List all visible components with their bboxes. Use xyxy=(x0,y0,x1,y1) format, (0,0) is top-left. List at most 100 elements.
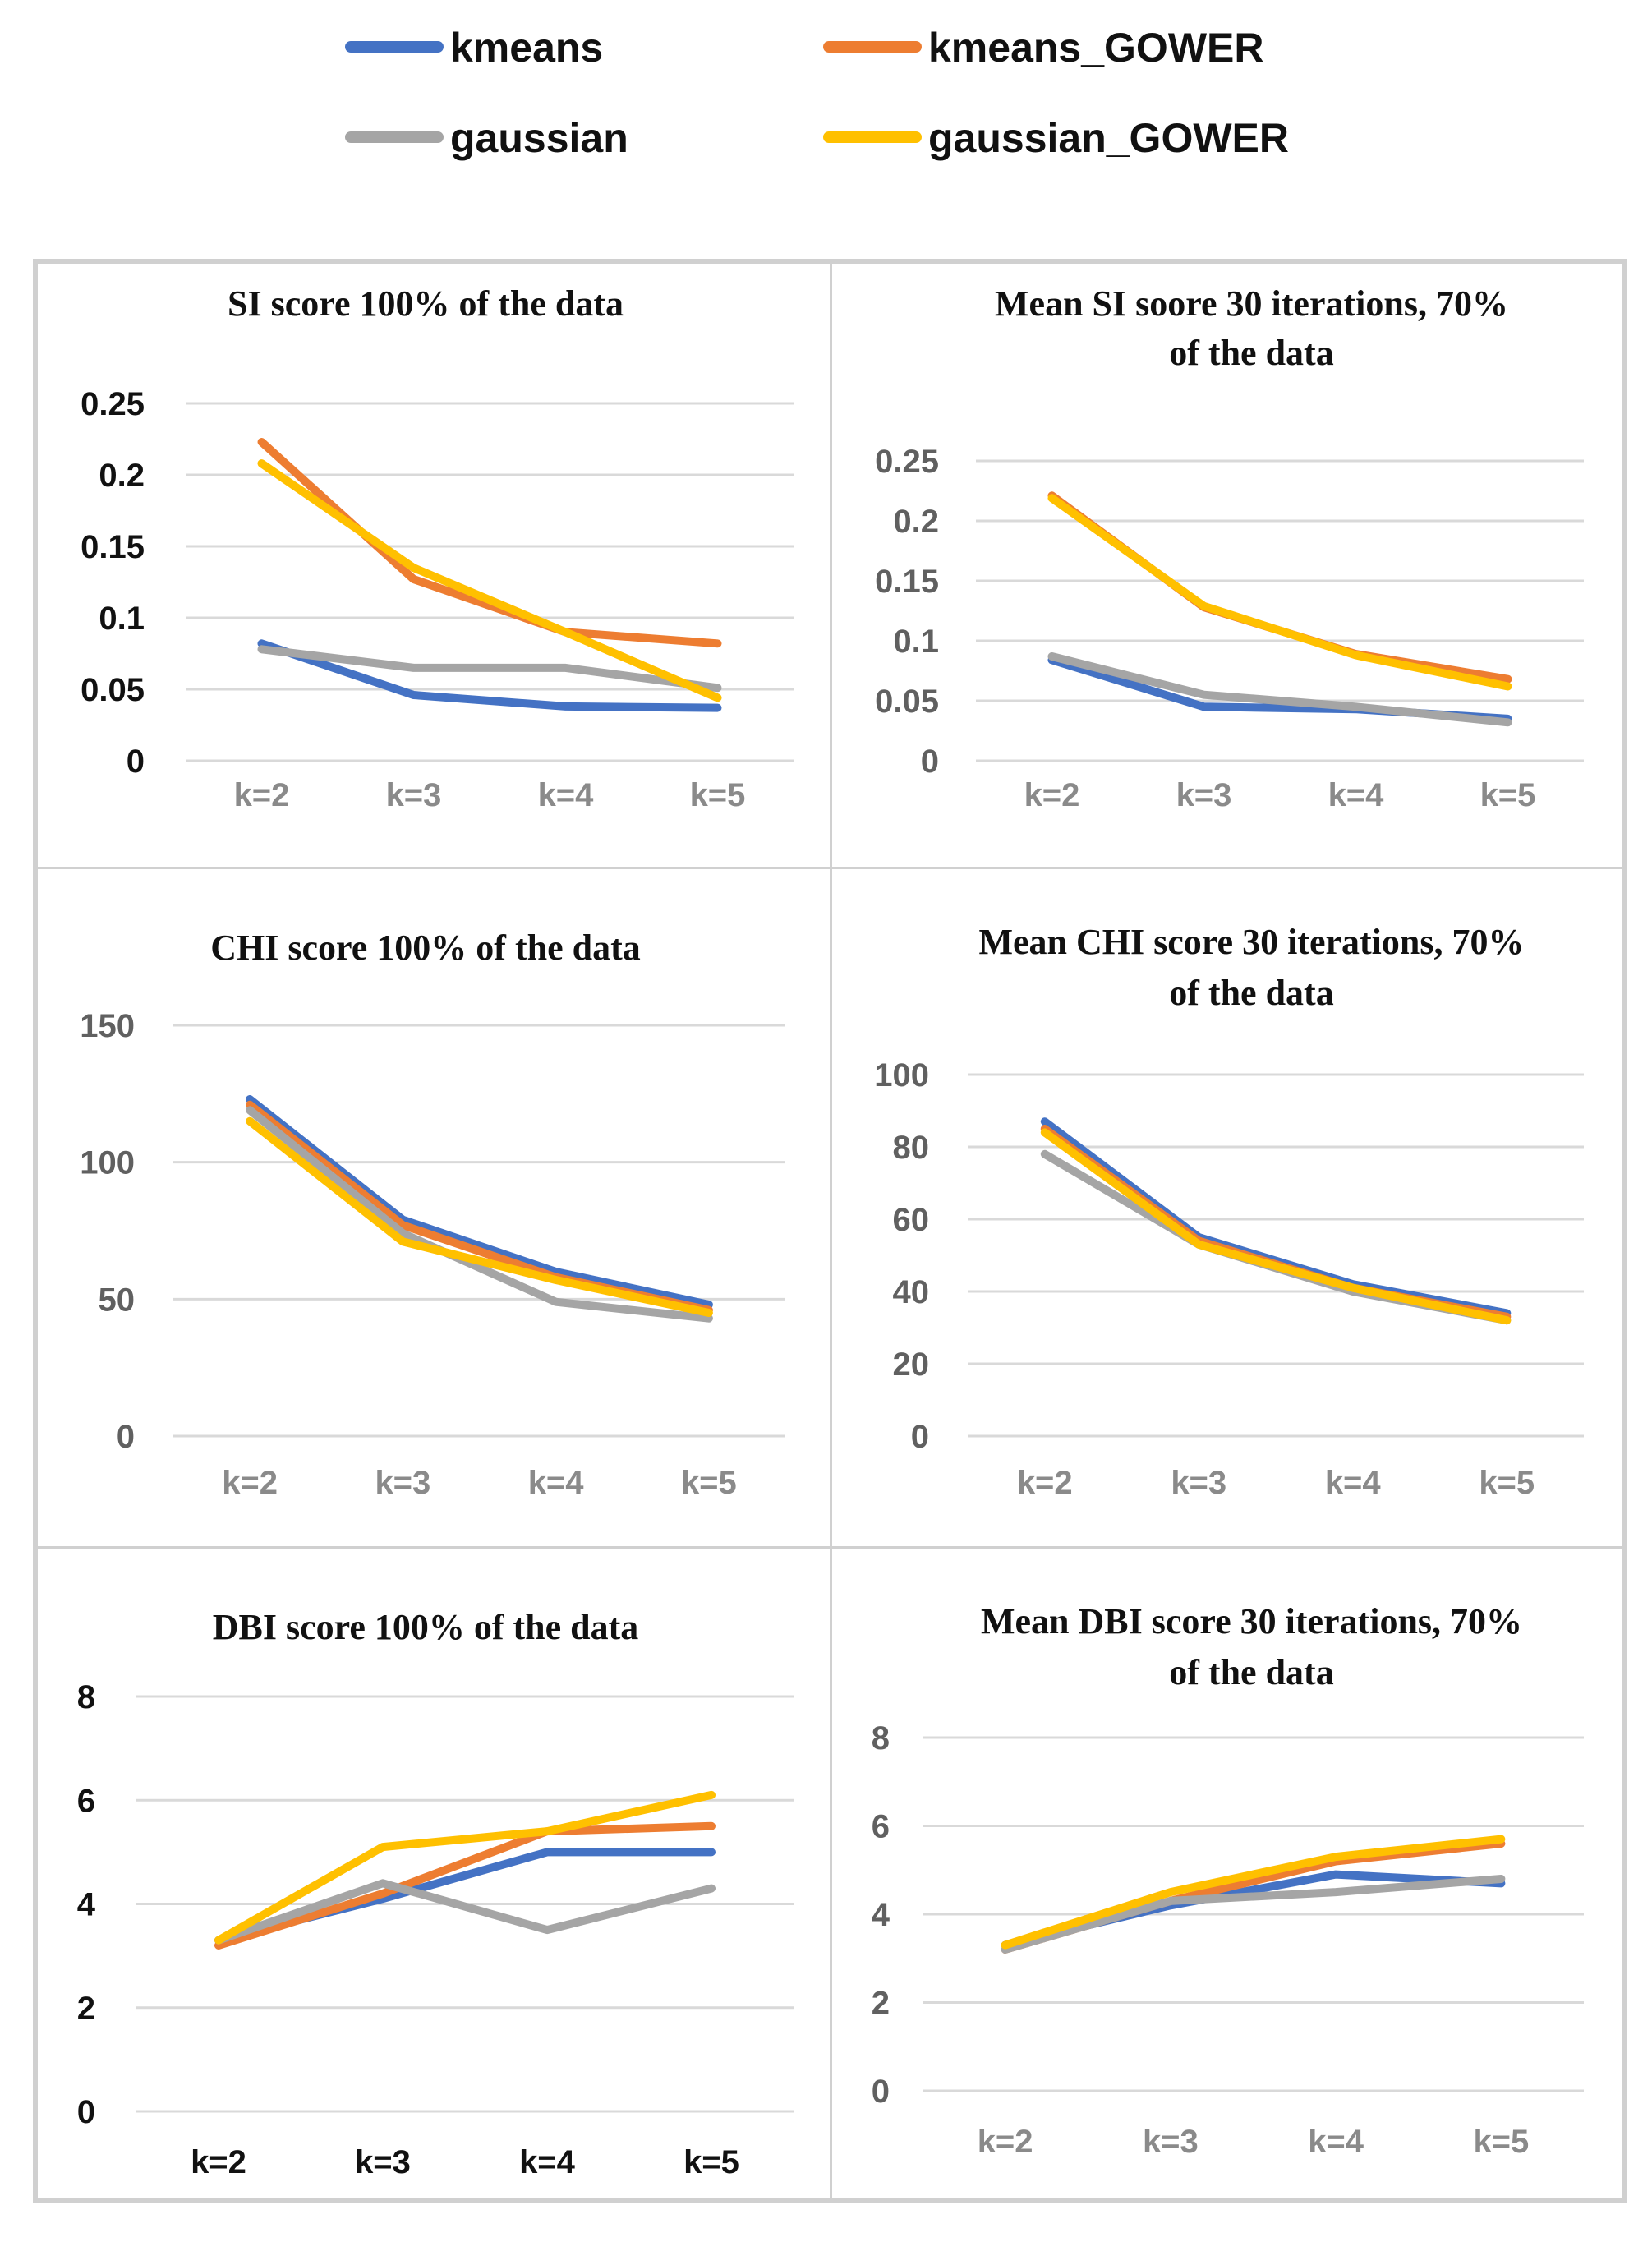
y-tick-label: 60 xyxy=(893,1202,930,1238)
y-tick-label: 0.05 xyxy=(81,672,145,708)
x-tick-label: k=5 xyxy=(681,1465,737,1501)
x-tick-label: k=2 xyxy=(222,1465,278,1501)
y-tick-label: 0.1 xyxy=(99,601,145,637)
legend-swatch-kmeans xyxy=(345,41,444,53)
series-line-kmeans xyxy=(257,639,722,712)
series-line-gaussian-gower xyxy=(257,459,722,702)
x-tick-label: k=3 xyxy=(1171,1465,1226,1501)
chart-title-line: of the data xyxy=(1169,1652,1333,1692)
legend-swatch-gaussian-gower xyxy=(823,131,922,143)
chart-panel-mean-dbi-score: Mean DBI score 30 iterations, 70% of the … xyxy=(830,1546,1624,2200)
y-tick-label: 0.15 xyxy=(875,564,939,600)
series-line-gaussian-gower xyxy=(214,1790,716,1945)
y-tick-label: 20 xyxy=(893,1347,930,1383)
x-tick-label: k=2 xyxy=(978,2124,1033,2160)
y-tick-label: 8 xyxy=(872,1720,890,1756)
y-tick-label: 0 xyxy=(921,743,939,780)
y-tick-label: 0.1 xyxy=(893,624,939,660)
y-tick-label: 2 xyxy=(77,1991,95,2027)
y-tick-label: 4 xyxy=(77,1887,96,1923)
series-line-gaussian-gower xyxy=(246,1116,713,1317)
chart-panel-chi-score: CHI score 100% of the data 0 50 100 150 k=2 k=… xyxy=(35,867,832,1549)
x-tick-label: k=4 xyxy=(519,2144,576,2180)
chart-title-line: Mean SI soore 30 iterations, 70% xyxy=(995,283,1508,324)
y-tick-label: 4 xyxy=(872,1897,890,1933)
legend-label-gaussian: gaussian xyxy=(450,115,628,161)
legend-label-kmeans: kmeans xyxy=(450,25,604,71)
y-tick-label: 0 xyxy=(117,1419,135,1455)
y-tick-label: 150 xyxy=(80,1008,135,1044)
x-tick-label: k=4 xyxy=(538,777,595,813)
chart-panel-mean-chi-score: Mean CHI score 30 iterations, 70% of the … xyxy=(830,867,1624,1549)
series-line-gaussian xyxy=(257,645,722,693)
chart-legend: kmeans kmeans_GOWER gaussian gaussian_GO… xyxy=(0,0,1652,197)
y-tick-label: 0 xyxy=(911,1419,929,1455)
chi-score-chart: CHI score 100% of the data 0 50 100 150 k=2 k=… xyxy=(80,928,785,1501)
mean-si-score-chart: Mean SI soore 30 iterations, 70% of the d… xyxy=(875,283,1584,813)
y-tick-label: 0.2 xyxy=(99,458,145,494)
chart-panel-si-score: SI score 100% of the data 0 0.05 0.1 0.15 0.2… xyxy=(35,261,832,869)
series-line-gaussian xyxy=(1047,652,1512,727)
x-tick-label: k=2 xyxy=(234,777,290,813)
series-line-kmeans-gower xyxy=(246,1100,713,1314)
chart-grid: SI score 100% of the data 0 0.05 0.1 0.15 0.2… xyxy=(33,259,1627,2203)
series-line-kmeans-gower xyxy=(257,438,722,648)
x-tick-label: k=3 xyxy=(375,1465,430,1501)
y-tick-label: 40 xyxy=(893,1274,930,1310)
legend-swatch-kmeans-gower xyxy=(823,41,922,53)
series-line-kmeans xyxy=(246,1095,713,1309)
x-tick-label: k=2 xyxy=(1017,1465,1073,1501)
chart-title-line: Mean CHI score 30 iterations, 70% xyxy=(979,922,1525,962)
x-tick-label: k=3 xyxy=(1143,2124,1199,2160)
y-tick-label: 0 xyxy=(872,2074,890,2110)
dbi-score-chart: DBI score 100% of the data 0 2 4 6 8 k=2 k=3 k=4… xyxy=(77,1607,794,2180)
y-tick-label: 0.25 xyxy=(875,444,939,480)
y-tick-label: 100 xyxy=(80,1145,135,1181)
series-line-gaussian-gower xyxy=(1040,1128,1512,1325)
y-tick-label: 0.2 xyxy=(893,504,939,540)
chart-panel-dbi-score: DBI score 100% of the data 0 2 4 6 8 k=2 k=3 k=4… xyxy=(35,1546,832,2200)
chart-title-line: SI score 100% of the data xyxy=(228,283,624,324)
x-tick-label: k=5 xyxy=(690,777,746,813)
y-tick-label: 0 xyxy=(77,2094,95,2130)
x-tick-label: k=4 xyxy=(1325,1465,1382,1501)
series-line-gaussian-gower xyxy=(1047,494,1512,691)
chart-title-line: DBI score 100% of the data xyxy=(213,1607,639,1647)
y-tick-label: 6 xyxy=(77,1783,95,1819)
legend-label-gaussian-gower: gaussian_GOWER xyxy=(928,115,1289,161)
y-tick-label: 0 xyxy=(127,743,145,780)
x-tick-label: k=3 xyxy=(386,777,442,813)
y-tick-label: 80 xyxy=(893,1130,930,1166)
x-tick-label: k=2 xyxy=(191,2144,246,2180)
x-tick-label: k=4 xyxy=(1308,2124,1364,2160)
y-tick-label: 50 xyxy=(99,1282,136,1318)
series-line-kmeans-gower xyxy=(214,1821,716,1950)
x-tick-label: k=5 xyxy=(1479,1465,1535,1501)
series-line-kmeans-gower xyxy=(1040,1125,1512,1321)
series-line-gaussian xyxy=(1001,1875,1506,1954)
x-tick-label: k=4 xyxy=(528,1465,585,1501)
chart-title-line: of the data xyxy=(1169,333,1333,373)
mean-dbi-score-chart: Mean DBI score 30 iterations, 70% of the … xyxy=(872,1601,1584,2160)
x-tick-label: k=3 xyxy=(1176,777,1232,813)
chart-title-line: Mean DBI score 30 iterations, 70% xyxy=(981,1601,1522,1641)
x-tick-label: k=5 xyxy=(1480,777,1536,813)
series-line-kmeans-gower xyxy=(1047,491,1512,684)
x-tick-label: k=3 xyxy=(355,2144,411,2180)
chart-title-line: of the data xyxy=(1169,973,1333,1013)
x-tick-label: k=2 xyxy=(1024,777,1080,813)
x-tick-label: k=5 xyxy=(683,2144,739,2180)
x-tick-label: k=4 xyxy=(1328,777,1385,813)
y-tick-label: 2 xyxy=(872,1986,890,2022)
y-tick-label: 0.15 xyxy=(81,529,145,565)
y-tick-label: 0.05 xyxy=(875,684,939,720)
legend-label-kmeans-gower: kmeans_GOWER xyxy=(928,25,1264,71)
series-line-gaussian xyxy=(246,1106,713,1323)
chart-panel-mean-si-score: Mean SI soore 30 iterations, 70% of the d… xyxy=(830,261,1624,869)
y-tick-label: 100 xyxy=(874,1057,929,1093)
series-line-gaussian xyxy=(214,1879,716,1945)
y-tick-label: 8 xyxy=(77,1679,95,1715)
x-tick-label: k=5 xyxy=(1473,2124,1529,2160)
si-score-chart: SI score 100% of the data 0 0.05 0.1 0.15 0.2… xyxy=(81,283,794,813)
series-line-kmeans xyxy=(1040,1117,1512,1318)
